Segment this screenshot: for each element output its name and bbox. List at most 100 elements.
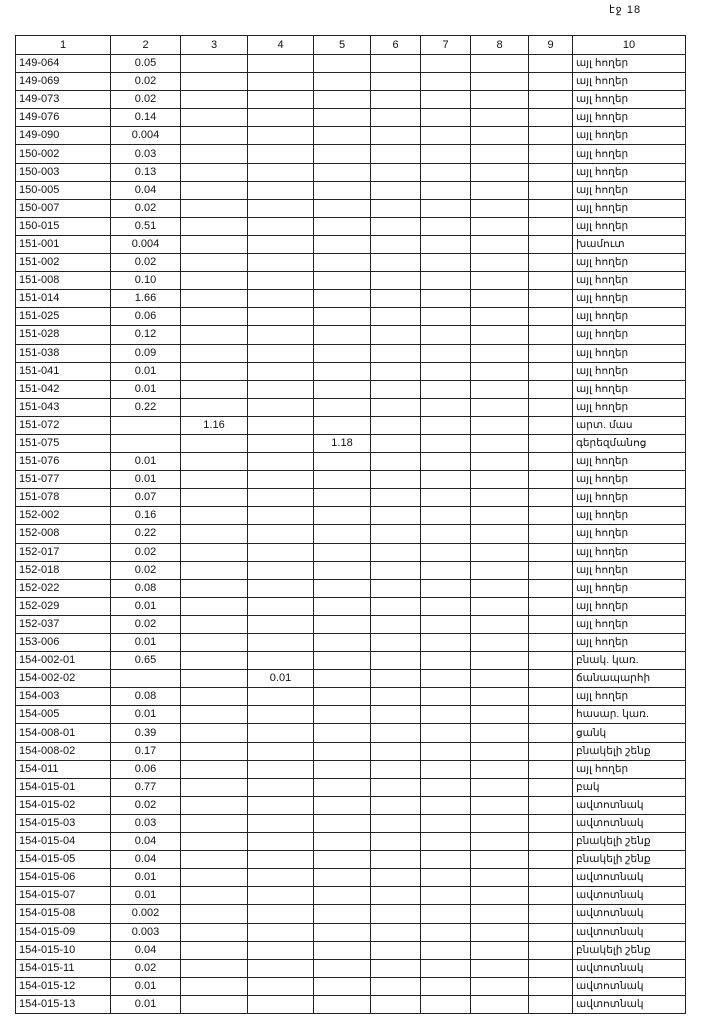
empty-cell <box>470 741 529 761</box>
area-col4-cell <box>247 868 314 888</box>
area-col2-cell: 0.04 <box>110 832 181 852</box>
parcel-id-cell: 151-002 <box>15 253 111 273</box>
area-col5-cell <box>313 253 371 273</box>
area-col4-cell <box>247 198 314 218</box>
empty-cell <box>470 687 529 707</box>
parcel-id-cell: 152-018 <box>15 560 111 580</box>
empty-cell <box>470 452 529 472</box>
area-col5-cell <box>313 53 371 74</box>
empty-cell <box>370 415 421 435</box>
empty-cell <box>470 216 529 236</box>
empty-cell <box>470 325 529 345</box>
empty-cell <box>528 723 573 743</box>
parcel-id-cell: 153-006 <box>15 632 111 653</box>
empty-cell <box>420 705 471 725</box>
parcel-id-cell: 154-002-01 <box>15 651 111 671</box>
area-col2-cell: 0.22 <box>110 397 181 417</box>
empty-cell <box>470 813 529 834</box>
area-col4-cell <box>247 922 314 942</box>
empty-cell <box>420 614 471 635</box>
empty-cell <box>420 795 471 815</box>
empty-cell <box>420 488 471 508</box>
empty-cell <box>470 470 529 490</box>
area-col2-cell: 0.16 <box>110 506 181 526</box>
area-col3-cell <box>180 397 248 417</box>
parcel-id-cell: 154-015-06 <box>15 868 111 888</box>
empty-cell <box>370 669 421 689</box>
area-col3-cell <box>180 940 248 960</box>
parcel-id-cell: 154-015-12 <box>15 976 111 996</box>
empty-cell <box>528 325 573 345</box>
empty-cell <box>370 687 421 707</box>
area-col2-cell: 0.02 <box>110 542 181 562</box>
empty-cell <box>370 397 421 417</box>
area-col3-cell <box>180 108 248 128</box>
empty-cell <box>528 795 573 815</box>
parcel-id-cell: 154-015-09 <box>15 922 111 942</box>
empty-cell <box>370 795 421 815</box>
empty-cell <box>470 180 529 200</box>
empty-cell <box>528 343 573 363</box>
area-col2-cell: 0.22 <box>110 524 181 544</box>
area-col4-cell <box>247 72 314 92</box>
area-col5-cell <box>313 72 371 92</box>
empty-cell <box>470 361 529 381</box>
parcel-id-cell: 151-043 <box>15 397 111 417</box>
table-row: 154-015-02 0.02 ավտոտնակ <box>15 795 686 815</box>
parcel-id-cell: 150-007 <box>15 198 111 218</box>
area-col3-cell <box>180 253 248 273</box>
area-col5-cell <box>313 397 371 417</box>
empty-cell <box>528 524 573 544</box>
empty-cell <box>420 307 471 327</box>
area-col4-cell <box>247 379 314 399</box>
empty-cell <box>370 198 421 218</box>
table-row: 151-025 0.06 այլ հողեր <box>15 307 686 327</box>
area-col4-cell <box>247 578 314 598</box>
land-type-cell: այլ հողեր <box>572 524 686 544</box>
table-row: 154-015-10 0.04 բնակելի շենք <box>15 940 686 960</box>
empty-cell <box>420 361 471 381</box>
empty-cell <box>470 198 529 218</box>
empty-cell <box>470 705 529 725</box>
parcel-id-cell: 154-015-04 <box>15 832 111 852</box>
area-col4-cell <box>247 777 314 797</box>
area-col4-cell <box>247 687 314 707</box>
empty-cell <box>470 868 529 888</box>
parcel-id-cell: 154-015-05 <box>15 850 111 870</box>
area-col3-cell <box>180 813 248 834</box>
land-type-cell: այլ հողեր <box>572 325 686 345</box>
area-col3-cell <box>180 126 248 146</box>
area-col3-cell <box>180 162 248 182</box>
empty-cell <box>470 271 529 291</box>
empty-cell <box>528 777 573 797</box>
table-row: 152-008 0.22 այլ հողեր <box>15 524 686 544</box>
empty-cell <box>370 777 421 797</box>
empty-cell <box>470 433 529 454</box>
empty-cell <box>370 850 421 870</box>
parcel-id-cell: 154-008-02 <box>15 741 111 761</box>
empty-cell <box>420 922 471 942</box>
area-col2-cell: 0.02 <box>110 90 181 110</box>
empty-cell <box>370 216 421 236</box>
area-col3-cell <box>180 271 248 291</box>
area-col2-cell: 0.01 <box>110 361 181 381</box>
parcel-id-cell: 154-015-11 <box>15 958 111 978</box>
empty-cell <box>420 452 471 472</box>
area-col2-cell: 0.07 <box>110 488 181 508</box>
area-col5-cell <box>313 289 371 309</box>
area-col3-cell <box>180 144 248 164</box>
empty-cell <box>470 958 529 978</box>
empty-cell <box>528 940 573 960</box>
empty-cell <box>370 524 421 544</box>
table-row: 152-022 0.08 այլ հողեր <box>15 578 686 598</box>
empty-cell <box>420 90 471 110</box>
land-type-cell: ավտոտնակ <box>572 958 686 978</box>
area-col2-cell: 0.39 <box>110 723 181 743</box>
table-row: 154-002-02 0.01 ճանապարհի <box>15 669 686 689</box>
land-type-cell: ցանկ <box>572 723 686 743</box>
empty-cell <box>420 560 471 580</box>
table-row: 154-005 0.01 հասար. կառ. <box>15 705 686 725</box>
area-col3-cell <box>180 180 248 200</box>
empty-cell <box>370 578 421 598</box>
empty-cell <box>528 687 573 707</box>
